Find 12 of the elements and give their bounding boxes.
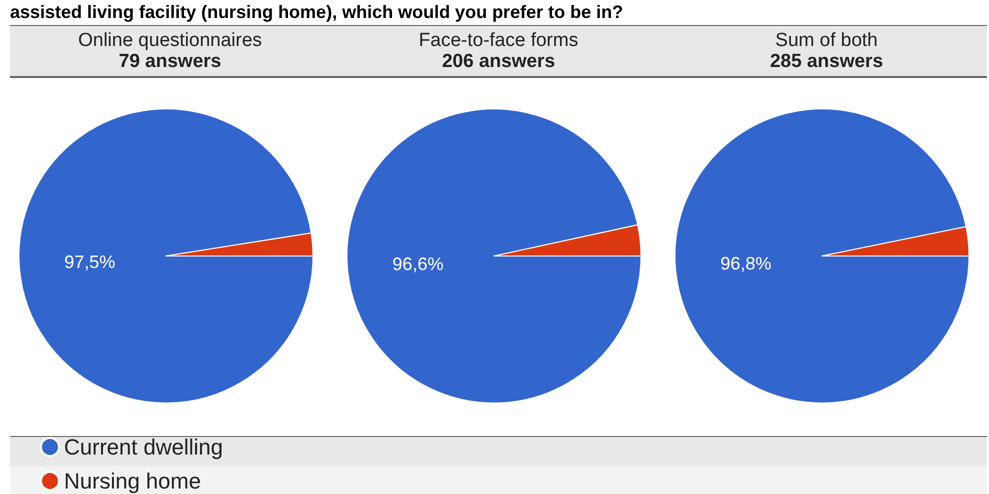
chart-title: Face-to-face forms [418, 30, 578, 51]
data-label: 97,5% [64, 252, 116, 272]
chart-subtitle: 79 answers [118, 51, 222, 72]
legend-label: Nursing home [64, 468, 201, 494]
text: assisted living facility (nursing home), which would you prefer to be in? [10, 1, 624, 24]
legend-label: Current dwelling [64, 434, 223, 460]
chart-subtitle: 285 answers [770, 51, 884, 72]
chart-title: Online questionnaires [78, 30, 262, 51]
data-label: 96,6% [392, 254, 444, 274]
data-label: 96,8% [720, 254, 772, 274]
chart-subtitle: 206 answers [442, 51, 556, 72]
chart-title: Sum of both [775, 30, 878, 51]
